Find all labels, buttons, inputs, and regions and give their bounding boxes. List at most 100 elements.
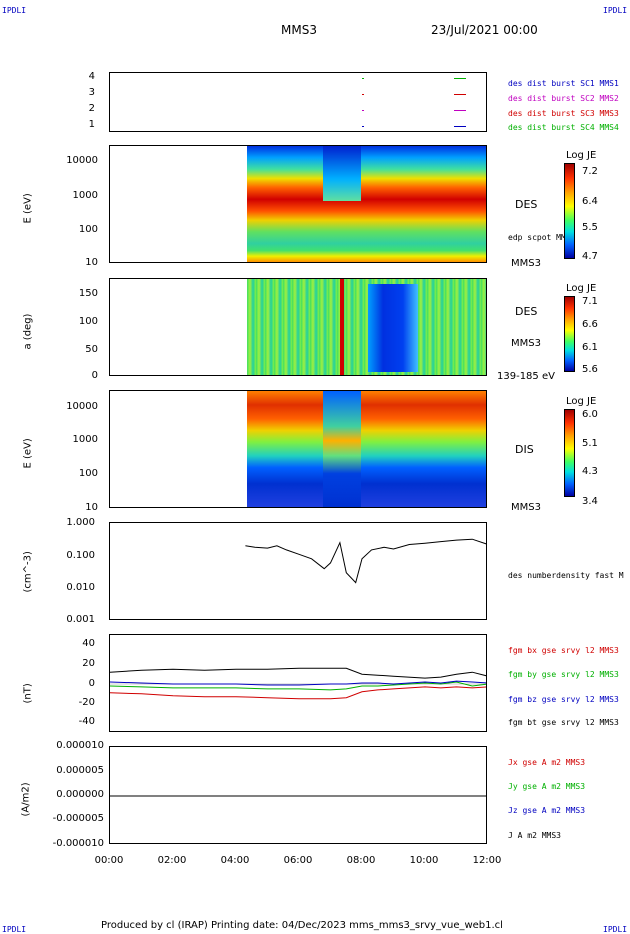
bfield-plot [110,667,486,700]
dis-energy-mms3-label: MMS3 [511,502,541,513]
des-pitch-red-band [340,279,344,375]
bfield-ylabel: (nT) [22,683,34,704]
burst-label-sc2: des dist burst SC2 MMS2 [508,94,619,103]
density-label: des numberdensity fast M [508,571,624,580]
cb2-tick-0: 7.1 [582,296,598,307]
xtick-1000: 10:00 [409,855,439,866]
cb2-tick-1: 6.6 [582,319,598,330]
cb3-tick-0: 6.0 [582,409,598,420]
corner-label-br: IPDLI [603,925,628,934]
cb3-tick-3: 3.4 [582,496,598,507]
cb1-tick-3: 4.7 [582,251,598,262]
des-pitch-side-label: DES [515,305,538,318]
cb1 [564,163,575,259]
dis-energy-panel [109,390,487,508]
current-label-jz: Jz gse A m2 MMS3 [508,806,586,815]
des-pitch-ytick-0: 0 [91,370,98,381]
des-energy-ylabel: E (eV) [22,193,34,224]
current-ytick-4: -0.000010 [52,838,104,849]
xtick-0800: 08:00 [346,855,376,866]
corner-label-tr: IPDLI [603,6,628,15]
date-title: 23/Jul/2021 00:00 [431,23,538,37]
current-ytick-3: -0.000005 [52,813,104,824]
current-ytick-2: 0.000000 [56,789,104,800]
des-pitch-ylabel: a (deg) [22,313,34,350]
density-ytick-0.01: 0.010 [66,582,95,593]
dis-energy-ytick-10: 10 [85,502,98,513]
scpot-label: edp scpot MMS3 [508,233,576,242]
corner-label-bl: IPDLI [2,925,27,934]
cb3-tick-1: 5.1 [582,438,598,449]
bfield-ytick-20: 20 [82,658,95,669]
cb2 [564,296,575,372]
bfield-series-2 [110,680,486,686]
burst-mark-sc4b [454,78,466,79]
current-plot [110,795,486,797]
bfield-label-bz: fgm bz gse srvy l2 MMS3 [508,695,619,704]
cb3 [564,409,575,497]
spacecraft-title: MMS3 [281,23,317,37]
density-ytick-0.1: 0.100 [66,550,95,561]
dis-energy-ytick-1000: 1000 [72,434,98,445]
burst-label-sc3: des dist burst SC3 MMS3 [508,109,619,118]
des-pitch-ytick-50: 50 [85,344,98,355]
xtick-0000: 00:00 [94,855,124,866]
cb1-title: Log JE [566,150,597,161]
burst-mark-sc3 [362,94,364,95]
burst-ytick-1: 1 [88,119,95,130]
des-energy-ytick-10000: 10000 [66,155,98,166]
current-ytick-1: 0.000005 [56,765,104,776]
burst-ytick-4: 4 [88,71,95,82]
xtick-0200: 02:00 [157,855,187,866]
bfield-ytick-m20: -20 [78,697,95,708]
bfield-panel [109,634,487,732]
density-series-line [245,538,486,584]
dis-energy-spectrogram [247,391,486,507]
cb2-tick-3: 5.6 [582,364,598,375]
dis-energy-gap [323,391,361,507]
burst-mark-sc2 [362,110,364,111]
des-pitch-panel [109,278,487,376]
current-label-jy: Jy gse A m2 MMS3 [508,782,586,791]
bfield-label-bt: fgm bt gse srvy l2 MMS3 [508,718,619,727]
current-ytick-0: 0.000010 [56,740,104,751]
burst-mark-sc3b [454,94,466,95]
cb2-tick-2: 6.1 [582,342,598,353]
xtick-0600: 06:00 [283,855,313,866]
des-energy-mms3-label: MMS3 [511,258,541,269]
des-pitch-ytick-100: 100 [78,316,98,327]
current-label-jx: Jx gse A m2 MMS3 [508,758,586,767]
dis-energy-ytick-10000: 10000 [66,401,98,412]
current-panel [109,746,487,844]
density-plot [245,538,486,584]
des-pitch-spectrogram [247,279,486,375]
bfield-label-by: fgm by gse srvy l2 MMS3 [508,670,619,679]
cb3-title: Log JE [566,396,597,407]
bfield-label-bx: fgm bx gse srvy l2 MMS3 [508,646,619,655]
burst-mark-sc2b [454,110,466,111]
bfield-series-1 [110,681,486,691]
burst-mark-sc1b [454,126,466,127]
xtick-1200: 12:00 [472,855,502,866]
des-energy-ytick-10: 10 [85,257,98,268]
current-label-j: J A m2 MMS3 [508,831,561,840]
cb1-tick-2: 5.5 [582,222,598,233]
density-ytick-0.001: 0.001 [66,614,95,625]
des-side-label: DES [515,198,538,211]
burst-label-sc4: des dist burst SC4 MMS4 [508,123,619,132]
des-energy-ytick-100: 100 [78,224,98,235]
dis-energy-ytick-100: 100 [78,468,98,479]
cb1-tick-0: 7.2 [582,166,598,177]
burst-mark-sc4 [362,78,364,79]
bfield-series-3 [110,667,486,679]
density-ytick-1: 1.000 [66,517,95,528]
cb3-tick-2: 4.3 [582,466,598,477]
bfield-series-0 [110,686,486,700]
density-panel [109,522,487,620]
burst-label-sc1: des dist burst SC1 MMS1 [508,79,619,88]
des-energy-ytick-1000: 1000 [72,190,98,201]
cb2-title: Log JE [566,283,597,294]
des-energy-spectrogram [247,146,486,262]
dis-side-label: DIS [515,443,534,456]
energy-range-label: 139-185 eV [497,371,555,382]
